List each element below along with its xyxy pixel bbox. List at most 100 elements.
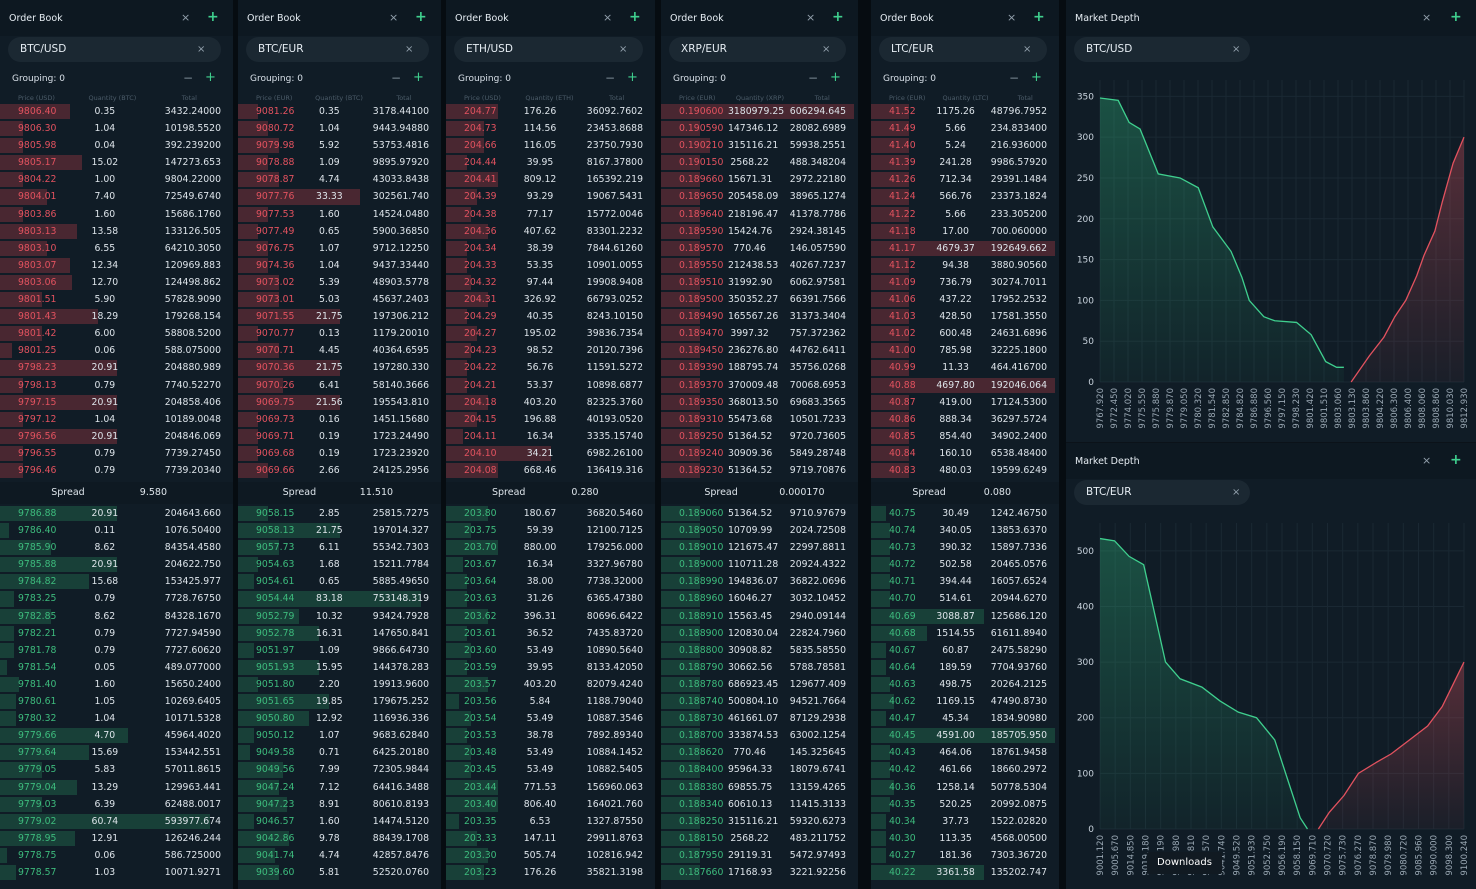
bid-row[interactable]: 9051.65 19.85 179675.252 [238,693,441,710]
bid-row[interactable]: 9046.57 1.60 14474.5120 [238,813,441,830]
ask-row[interactable]: 9070.77 0.13 1179.20010 [238,325,441,342]
minus-icon[interactable]: − [391,71,402,85]
ask-row[interactable]: 41.12 94.38 3880.90560 [871,257,1059,274]
bid-row[interactable]: 203.23 176.26 35821.3198 [446,864,655,881]
ask-row[interactable]: 9069.66 2.66 24125.2956 [238,462,441,479]
bid-row[interactable]: 9050.12 1.07 9683.62840 [238,727,441,744]
bid-row[interactable]: 9785.90 8.62 84354.4580 [0,539,233,556]
ask-row[interactable]: 9804.01 7.40 72549.6740 [0,188,233,205]
ask-row[interactable]: 0.189450 236276.80 44762.6411 [661,342,858,359]
ask-row[interactable]: 9798.23 20.91 204880.989 [0,359,233,376]
bid-row[interactable]: 0.188250 315116.21 59320.6273 [661,813,858,830]
bid-row[interactable]: 9779.64 15.69 153442.551 [0,744,233,761]
bid-row[interactable]: 0.188400 95964.33 18079.6741 [661,761,858,778]
ask-row[interactable]: 0.189250 51364.52 9720.73605 [661,428,858,445]
ask-row[interactable]: 9801.42 6.00 58808.5200 [0,325,233,342]
ask-row[interactable]: 40.84 160.10 6538.48400 [871,445,1059,462]
pair-selector[interactable]: BTC/USD × [1074,37,1250,62]
ask-row[interactable]: 204.77 176.26 36092.7602 [446,103,655,120]
bid-row[interactable]: 0.188910 15563.45 2940.09144 [661,608,858,625]
ask-row[interactable]: 204.23 98.52 20120.7396 [446,342,655,359]
close-icon[interactable]: × [389,11,399,24]
minus-icon[interactable]: − [1009,71,1020,85]
pair-selector[interactable]: XRP/EUR × [669,37,846,62]
ask-row[interactable]: 204.18 403.20 82325.3760 [446,394,655,411]
bid-row[interactable]: 40.75 30.49 1242.46750 [871,505,1059,522]
ask-row[interactable]: 9801.51 5.90 57828.9090 [0,291,233,308]
ask-row[interactable]: 0.189640 218196.47 41378.7786 [661,206,858,223]
bid-row[interactable]: 40.30 113.35 4568.00500 [871,830,1059,847]
pair-selector[interactable]: LTC/EUR × [879,37,1047,62]
ask-row[interactable]: 9801.43 18.29 179268.154 [0,308,233,325]
ask-row[interactable]: 9805.17 15.02 147273.653 [0,154,233,171]
ask-row[interactable]: 9804.22 1.00 9804.22000 [0,171,233,188]
ask-row[interactable]: 41.06 437.22 17952.2532 [871,291,1059,308]
close-icon[interactable]: × [1422,11,1432,24]
ask-row[interactable]: 41.52 1175.26 48796.7952 [871,103,1059,120]
bid-row[interactable]: 9779.03 6.39 62488.0017 [0,796,233,813]
ask-row[interactable]: 9805.98 0.04 392.239200 [0,137,233,154]
ask-row[interactable]: 204.73 114.56 23453.8688 [446,120,655,137]
ask-row[interactable]: 9077.76 33.33 302561.740 [238,188,441,205]
ask-row[interactable]: 40.87 419.00 17124.5300 [871,394,1059,411]
close-icon[interactable]: × [1422,454,1432,467]
close-icon[interactable]: × [197,44,206,55]
ask-row[interactable]: 40.86 888.34 36297.5724 [871,411,1059,428]
ask-row[interactable]: 9069.73 0.16 1451.15680 [238,411,441,428]
bid-row[interactable]: 9781.54 0.05 489.077000 [0,659,233,676]
bid-row[interactable]: 0.187950 29119.31 5472.97493 [661,847,858,864]
bid-row[interactable]: 203.56 5.84 1188.79040 [446,693,655,710]
bid-row[interactable]: 203.59 39.95 8133.42050 [446,659,655,676]
ask-row[interactable]: 9806.40 0.35 3432.24000 [0,103,233,120]
bid-row[interactable]: 9054.44 83.18 753148.319 [238,590,441,607]
minus-icon[interactable]: − [605,71,616,85]
bid-row[interactable]: 9780.32 1.04 10171.5328 [0,710,233,727]
plus-icon[interactable]: + [415,9,427,25]
ask-row[interactable]: 0.189590 15424.76 2924.38145 [661,223,858,240]
ask-row[interactable]: 204.41 809.12 165392.219 [446,171,655,188]
close-icon[interactable]: × [1007,11,1017,24]
bid-row[interactable]: 203.44 771.53 156960.063 [446,779,655,796]
bid-row[interactable]: 40.42 461.66 18660.2972 [871,761,1059,778]
bid-row[interactable]: 40.64 189.59 7704.93760 [871,659,1059,676]
ask-row[interactable]: 41.22 5.66 233.305200 [871,206,1059,223]
bid-row[interactable]: 9054.63 1.68 15211.7784 [238,556,441,573]
ask-row[interactable]: 204.36 407.62 83301.2232 [446,223,655,240]
ask-row[interactable]: 0.189370 370009.48 70068.6953 [661,377,858,394]
panel-splitter[interactable] [1059,0,1066,889]
ask-row[interactable]: 9070.26 6.41 58140.3666 [238,377,441,394]
bid-row[interactable]: 203.75 59.39 12100.7125 [446,522,655,539]
bid-row[interactable]: 203.67 16.34 3327.96780 [446,556,655,573]
plus-icon[interactable]: + [1033,9,1045,25]
bid-row[interactable]: 203.30 505.74 102816.942 [446,847,655,864]
bid-row[interactable]: 0.188700 333874.53 63002.1254 [661,727,858,744]
ask-row[interactable]: 41.00 785.98 32225.1800 [871,342,1059,359]
ask-row[interactable]: 9073.01 5.03 45637.2403 [238,291,441,308]
ask-row[interactable]: 40.88 4697.80 192046.064 [871,377,1059,394]
bid-row[interactable]: 0.188990 194836.07 36822.0696 [661,573,858,590]
bid-row[interactable]: 9058.15 2.85 25815.7275 [238,505,441,522]
ask-row[interactable]: 0.190600 3180979.25 606294.645 [661,103,858,120]
bid-row[interactable]: 9783.25 0.79 7728.76750 [0,590,233,607]
ask-row[interactable]: 9803.06 12.70 124498.862 [0,274,233,291]
ask-row[interactable]: 9806.30 1.04 10198.5520 [0,120,233,137]
bid-row[interactable]: 9778.95 12.91 126246.244 [0,830,233,847]
ask-row[interactable]: 204.32 97.44 19908.9408 [446,274,655,291]
ask-row[interactable]: 0.189650 205458.09 38965.1274 [661,188,858,205]
bid-row[interactable]: 9781.40 1.60 15650.2400 [0,676,233,693]
ask-row[interactable]: 9803.10 6.55 64210.3050 [0,240,233,257]
bid-row[interactable]: 203.57 403.20 82079.4240 [446,676,655,693]
close-icon[interactable]: × [1232,487,1241,498]
bid-row[interactable]: 9779.66 4.70 45964.4020 [0,727,233,744]
minus-icon[interactable]: − [183,71,194,85]
bid-row[interactable]: 203.62 396.31 80696.6422 [446,608,655,625]
close-icon[interactable]: × [405,44,414,55]
panel-splitter[interactable] [655,0,661,889]
ask-row[interactable]: 41.24 566.76 23373.1824 [871,188,1059,205]
pair-selector[interactable]: ETH/USD × [454,37,643,62]
ask-row[interactable]: 0.189230 51364.52 9719.70876 [661,462,858,479]
ask-row[interactable]: 9078.87 4.74 43033.8438 [238,171,441,188]
pair-selector[interactable]: BTC/USD × [8,37,221,62]
ask-row[interactable]: 9069.68 0.19 1723.23920 [238,445,441,462]
close-icon[interactable]: × [806,11,816,24]
